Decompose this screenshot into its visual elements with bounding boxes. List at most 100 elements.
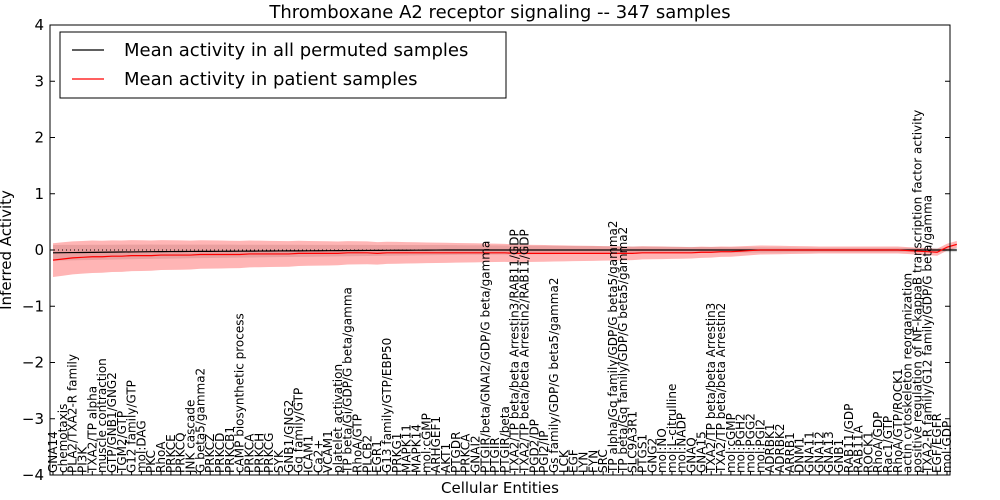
entity-label: RAB11/GDP (842, 404, 856, 473)
entity-label: GTP/GNB1/GNG2 (105, 372, 119, 473)
entity-label: PTGIR/beta (498, 406, 512, 473)
entity-label: mol:PGH2 (734, 413, 748, 473)
entity-label: PI3K (75, 446, 89, 473)
entity-label: GNA13 (822, 431, 836, 473)
entity-label: ARRB1 (783, 432, 797, 473)
entity-label: ADRBK2 (773, 423, 787, 473)
entity-label: PKC (144, 450, 158, 473)
entity-label: EGF (567, 449, 581, 473)
entity-label: PRKCE (164, 434, 178, 473)
entity-label: LCK (557, 449, 571, 473)
entity-label: mol:GDP (940, 421, 954, 473)
entity-label: mol:cGMP (724, 413, 738, 473)
x-axis-label: Cellular Entities (441, 479, 559, 497)
y-tick-label: −2 (22, 354, 44, 372)
entity-label: mol:DAG (134, 420, 148, 473)
entity-label: FYN (586, 450, 600, 473)
entity-label: EGF/EGFR (930, 413, 944, 473)
entity-label: SRC (596, 449, 610, 473)
entity-label: PTGDR (449, 432, 463, 473)
entity-label: RhoA/GTP (351, 414, 365, 473)
y-tick-label: −1 (22, 297, 44, 315)
entity-label: TXA2/TP beta/beta Arrestin2/RAB11/GDP (518, 229, 532, 474)
entity-label: PRKCG (262, 433, 276, 473)
entity-label: G beta5/gamma2 (193, 368, 207, 473)
entity-label: PTGIR (488, 437, 502, 473)
y-axis-label: Inferred Activity (0, 190, 15, 310)
entity-label: GNB1 (832, 439, 846, 473)
entity-label: GNA11 (802, 431, 816, 473)
entity-label: DNM1 (793, 437, 807, 473)
series-lines (52, 243, 957, 261)
entity-label: Ca2+ (311, 440, 325, 473)
entity-label: TP alpha/Gq family/GDP/G beta5/gamma2 (606, 220, 620, 474)
entity-label: GNB1/GNG2 (282, 400, 296, 473)
entity-label: PLCB2 (360, 435, 374, 473)
chart-title: Thromboxane A2 receptor signaling -- 347… (268, 2, 730, 23)
entity-label: GNAI2 (468, 435, 482, 473)
legend-box (59, 31, 507, 99)
entity-label: PRKCB1 (223, 426, 237, 473)
entity-label: GNA14 (46, 431, 60, 473)
y-tick-label: 2 (34, 129, 44, 147)
y-axis-ticks: −4 −3 −2 −1 0 1 2 3 4 (22, 16, 950, 484)
entity-label: G13 family/GTP/EBP50 (380, 338, 394, 473)
entity-label: VCAM1 (321, 430, 335, 473)
entity-label: TXA2-R family/G12 family/GDP/G beta/gamm… (920, 195, 934, 474)
entity-label: SYK (272, 449, 286, 473)
entity-label: RhoA/GTP/ROCK1 (891, 368, 905, 473)
entity-label: PRKCA (242, 433, 256, 473)
entity-label: LYN (577, 452, 591, 473)
legend-label-permuted: Mean activity in all permuted samples (124, 40, 468, 61)
legend: Mean activity in all permuted samples Me… (59, 31, 507, 99)
entity-label: mol:cGMP (419, 413, 433, 473)
confidence-bands (53, 240, 957, 277)
y-tick-label: −3 (22, 410, 44, 428)
entity-label: ADRBK1 (763, 423, 777, 473)
entity-label: TXA2/TP beta/beta Arrestin3/RAB11/GDP (508, 229, 522, 474)
entity-label: PRKCH (252, 433, 266, 473)
entity-label: PRKCD (213, 433, 227, 473)
entity-label: Gq family/GTP (292, 388, 306, 473)
y-tick-label: −4 (22, 466, 44, 484)
entity-label: G12 family/GTP (125, 380, 139, 473)
entity-label: MAPK14 (409, 424, 423, 473)
entity-label: chemotaxis (56, 404, 70, 473)
entity-label: actin cytoskeleton reorganization (901, 273, 915, 473)
entity-label: GNA15 (694, 431, 708, 473)
entity-label: RAB11A (852, 424, 866, 473)
legend-label-patient: Mean activity in patient samples (124, 69, 418, 90)
entity-label: PGI2/IP (537, 430, 551, 473)
entity-label: TXA2/TP beta/beta Arrestin2 (714, 303, 728, 474)
entity-label: JNK cascade (184, 400, 198, 474)
entity-label: TP beta/Gq family/GDP/G beta5/gamma2 (616, 227, 630, 474)
entity-label: GNAQ (685, 437, 699, 473)
band-1 (53, 240, 957, 277)
entity-label: muscle contraction (95, 358, 109, 473)
entity-label: cAMP biosynthetic process (233, 313, 247, 473)
entity-label: TGM2/GTP (115, 411, 129, 474)
entity-label: PRKCZ (203, 434, 217, 473)
y-tick-label: 1 (34, 185, 44, 203)
entity-label: PGD2/DP (527, 419, 541, 473)
entity-label: mol:NADP (675, 413, 689, 473)
entity-label: RhoA (154, 441, 168, 473)
entity-label: MAPK11 (400, 424, 414, 473)
entity-label: PTGS1 (635, 434, 649, 473)
entity-label: EGR1 (370, 440, 384, 473)
entity-label: positive regulation of NF-kappaB transcr… (911, 110, 925, 473)
entity-label: ICAM1 (301, 435, 315, 473)
entity-label: mol:PGG2 (744, 413, 758, 473)
entity-label: Gs family/GDP/G beta5/gamma2 (547, 278, 561, 473)
entity-label: TXA2/TP beta/beta Arrestin3 (704, 303, 718, 474)
entity-label: GNA12 (812, 431, 826, 473)
entity-label: RhoA/GDP (871, 412, 885, 473)
entity-label: ROCK1 (861, 431, 875, 473)
entity-label: AKT1 (439, 443, 453, 473)
entity-label: PRKG1 (390, 433, 404, 473)
entity-label: PRKCA (459, 433, 473, 473)
entity-label: mol:L-citrulline (665, 384, 679, 473)
entity-label: ARHGEF1 (429, 416, 443, 473)
